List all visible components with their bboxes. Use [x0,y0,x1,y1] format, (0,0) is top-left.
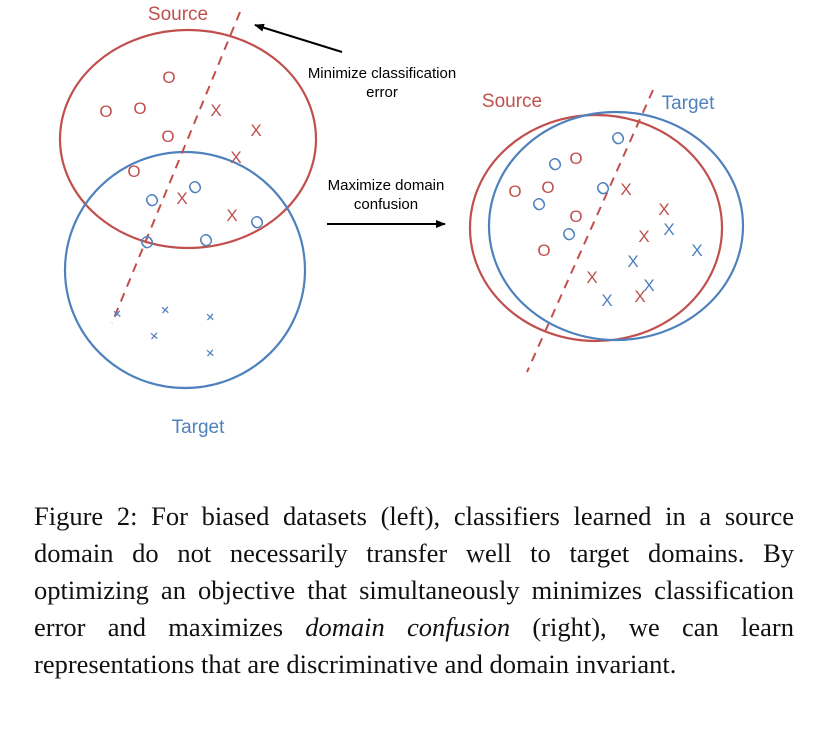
maximize-confusion-label-line2: confusion [354,196,418,213]
right-target-o-marker: O [592,177,614,200]
right-target-x-marker: X [691,241,702,260]
left-source-o-marker: O [99,102,112,121]
left-target-ellipse [63,150,307,390]
left-source-label: Source [148,4,208,25]
right-source-o-marker: O [537,241,550,260]
right-decision-boundary [526,89,654,373]
left-target-x-marker: + [155,300,175,321]
caption-text-end: (right), we can learn representations th… [34,612,794,679]
right-source-label: Source [482,91,542,112]
right-target-x-marker: X [643,276,654,295]
left-target-o-marker: O [246,211,268,234]
right-source-o-marker: O [508,182,521,201]
left-target-o-marker: O [184,176,206,199]
maximize-confusion-label-line1: Maximize domain [328,177,445,194]
minimize-error-arrow [254,23,343,53]
right-target-o-marker: O [607,127,629,150]
right-source-o-marker: O [541,178,554,197]
left-target-x-marker: + [200,307,220,328]
right-source-ellipse [468,113,724,343]
right-source-o-marker: O [569,207,582,226]
left-source-x-marker: X [250,121,261,140]
left-target-x-marker: + [107,304,127,325]
middle-arrows: Minimize classification error Maximize d… [254,23,456,228]
left-source-x-marker: X [210,101,221,120]
left-source-o-marker: O [161,127,174,146]
right-target-label: Target [662,93,716,114]
left-target-o-marker: O [136,231,158,254]
right-target-x-marker: X [601,291,612,310]
right-target-o-marker: O [558,223,580,246]
right-source-x-marker: X [620,180,631,199]
left-decision-boundary [111,11,241,324]
left-panel: Source Target O O O O O X X X X X O O O … [58,4,318,438]
left-source-x-marker: X [230,148,241,167]
left-source-ellipse [58,28,318,250]
right-source-x-marker: X [638,227,649,246]
caption-emphasis: domain confusion [305,612,511,642]
left-source-x-marker: X [176,189,187,208]
domain-adaptation-diagram: Source Target O O O O O X X X X X O O O … [58,4,745,438]
right-source-x-marker: X [658,200,669,219]
left-target-x-marker: + [200,343,220,364]
minimize-error-label-line1: Minimize classification [308,65,456,82]
right-source-o-marker: O [569,149,582,168]
caption-text-start: Figure 2: For biased datasets (left), cl… [34,501,794,642]
left-source-o-marker: O [133,99,146,118]
minimize-error-label-line2: error [366,84,398,101]
right-target-x-marker: X [663,220,674,239]
right-target-x-marker: X [627,252,638,271]
right-target-o-marker: O [544,153,566,176]
left-source-x-marker: X [226,206,237,225]
left-source-o-marker: O [162,68,175,87]
right-target-ellipse [487,110,745,342]
right-source-x-marker: X [586,268,597,287]
left-target-x-marker: + [144,326,164,347]
right-panel: Source Target O O O O O X X X X X O O O … [468,89,745,373]
left-target-label: Target [172,417,226,438]
right-source-x-marker: X [634,287,645,306]
figure-caption: Figure 2: For biased datasets (left), cl… [34,498,794,683]
left-source-o-marker: O [127,162,140,181]
